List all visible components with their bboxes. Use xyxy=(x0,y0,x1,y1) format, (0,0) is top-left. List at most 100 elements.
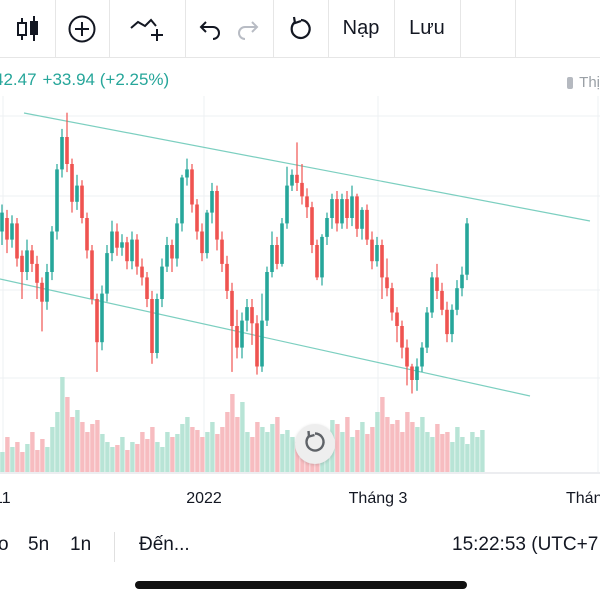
candle xyxy=(195,199,199,240)
candle-body xyxy=(390,288,394,313)
candle-body xyxy=(20,255,24,272)
candle-body xyxy=(345,199,349,218)
candle-body xyxy=(450,309,454,335)
volume-bar xyxy=(90,424,95,472)
volume-bar xyxy=(345,417,350,472)
volume-bar xyxy=(340,432,345,472)
volume-bar xyxy=(425,432,430,472)
candle-body xyxy=(430,277,434,313)
candle-body xyxy=(25,250,29,272)
chart-type-button[interactable] xyxy=(0,0,56,57)
legend-side[interactable]: Thị xyxy=(567,74,600,91)
candle-body xyxy=(75,185,79,202)
price-chart[interactable]: 11 2022 Tháng 3 Thán xyxy=(0,58,600,528)
candle xyxy=(35,255,39,299)
candle xyxy=(295,142,299,191)
volume-bar xyxy=(370,427,375,472)
candle xyxy=(200,223,204,262)
volume-bar xyxy=(30,432,35,472)
volume-bar xyxy=(155,442,160,472)
channel-lines xyxy=(0,112,591,397)
x-axis: 11 2022 Tháng 3 Thán xyxy=(0,490,600,507)
candle xyxy=(465,218,469,281)
candle-body xyxy=(355,196,359,229)
candle-body xyxy=(460,274,464,289)
candle-body xyxy=(335,199,339,224)
compare-button[interactable] xyxy=(109,0,186,57)
candle xyxy=(170,239,174,272)
candle xyxy=(70,158,74,213)
volume-bar xyxy=(45,447,50,472)
candle-body xyxy=(15,223,19,259)
candle-body xyxy=(50,231,54,272)
candle-body xyxy=(435,277,439,291)
candle-body xyxy=(340,199,344,224)
volume-bar xyxy=(95,420,100,472)
legend-marker-icon xyxy=(567,77,574,90)
candle xyxy=(425,307,429,353)
volume-bar xyxy=(35,450,40,472)
timeframe-1y[interactable]: 1n xyxy=(70,534,92,555)
candle xyxy=(385,258,389,297)
candle-body xyxy=(120,242,124,248)
candle-body xyxy=(190,169,194,205)
volume-bar xyxy=(195,430,200,472)
candle xyxy=(260,293,264,372)
candle-body xyxy=(275,245,279,264)
candle xyxy=(125,236,129,270)
candle xyxy=(135,234,139,275)
volume-bar xyxy=(460,437,465,472)
candle-body xyxy=(385,277,389,289)
candle-body xyxy=(240,320,244,348)
candle xyxy=(350,185,354,227)
candle xyxy=(455,280,459,316)
candle-body xyxy=(420,347,424,367)
volume-bar xyxy=(250,437,255,472)
add-indicator-button[interactable] xyxy=(55,0,110,57)
volume-bar xyxy=(435,424,440,472)
candle-body xyxy=(360,209,364,229)
candle-body xyxy=(440,290,444,310)
candle-body xyxy=(285,185,289,224)
candle-body xyxy=(310,207,314,245)
timeframe-partial[interactable]: o xyxy=(0,534,9,555)
candle xyxy=(280,218,284,267)
candle-body xyxy=(325,218,329,237)
candle xyxy=(220,231,224,272)
load-label: Nạp xyxy=(342,17,380,39)
candle xyxy=(115,223,119,256)
candle-body xyxy=(455,288,459,310)
clock-timezone[interactable]: 15:22:53 (UTC+7 xyxy=(452,534,599,555)
redo-icon[interactable] xyxy=(236,18,260,40)
candle-body xyxy=(265,272,269,321)
volume-bar xyxy=(40,439,45,472)
undo-icon[interactable] xyxy=(198,18,222,40)
candle-body xyxy=(220,239,224,264)
candle xyxy=(365,204,369,245)
candle xyxy=(90,245,94,305)
candle xyxy=(250,299,254,345)
candle xyxy=(130,231,134,270)
candle-body xyxy=(255,323,259,367)
reset-button[interactable] xyxy=(273,0,329,57)
load-button[interactable]: Nạp xyxy=(328,0,395,57)
candle xyxy=(245,299,249,332)
timeframe-5y[interactable]: 5n xyxy=(28,534,50,555)
volume-bar xyxy=(260,427,265,472)
volume-bar xyxy=(0,452,5,472)
candle-body xyxy=(10,223,14,240)
candle xyxy=(10,215,14,248)
save-button[interactable]: Lưu xyxy=(394,0,461,57)
goto-date-button[interactable]: Đến... xyxy=(139,534,190,555)
candle-body xyxy=(30,250,34,264)
candle-body xyxy=(145,277,149,299)
candle xyxy=(215,185,219,251)
candle xyxy=(120,234,124,256)
volume-bar xyxy=(410,422,415,472)
candle-body xyxy=(70,164,74,202)
undo-redo-group xyxy=(185,0,274,57)
candle-body xyxy=(0,212,4,232)
reset-chart-button[interactable] xyxy=(295,424,335,464)
candle xyxy=(230,282,234,372)
candle xyxy=(450,304,454,343)
